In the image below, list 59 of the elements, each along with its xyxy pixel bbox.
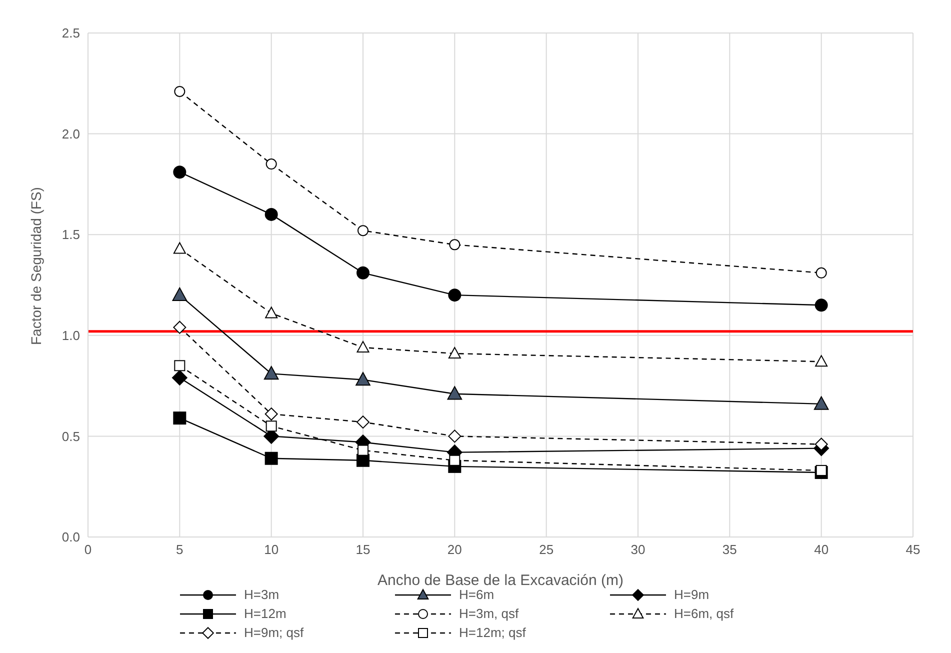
legend-label: H=9m xyxy=(674,587,710,602)
x-tick-label: 0 xyxy=(84,542,92,558)
legend-label: H=3m xyxy=(244,587,280,602)
x-tick-label: 40 xyxy=(814,542,829,558)
point xyxy=(358,225,368,236)
point xyxy=(172,370,188,386)
point xyxy=(815,355,828,367)
point xyxy=(264,366,279,380)
legend-label: H=12m; qsf xyxy=(459,625,526,640)
point xyxy=(173,412,186,425)
legend-label: H=12m xyxy=(244,606,286,621)
point xyxy=(814,438,828,451)
x-axis-title: Ancho de Base de la Excavación (m) xyxy=(378,572,624,589)
point xyxy=(266,158,277,170)
x-tick-label: 30 xyxy=(630,542,646,558)
x-tick-label: 35 xyxy=(722,542,737,558)
point xyxy=(448,288,462,302)
x-tick-label: 15 xyxy=(356,542,370,558)
legend-label: H=3m, qsf xyxy=(459,606,519,621)
y-tick-label: 2.5 xyxy=(62,26,80,41)
point xyxy=(264,208,278,221)
point xyxy=(174,360,186,372)
y-tick-label: 0.0 xyxy=(62,530,80,545)
point xyxy=(356,266,370,280)
point xyxy=(816,464,827,476)
y-tick-label: 2.0 xyxy=(62,126,80,142)
x-tick-label: 20 xyxy=(447,542,462,558)
point xyxy=(174,86,186,97)
point xyxy=(449,239,460,250)
x-tick-label: 10 xyxy=(264,542,279,558)
point xyxy=(814,298,828,312)
point xyxy=(173,242,186,254)
point xyxy=(814,396,829,410)
x-tick-label: 25 xyxy=(539,542,554,558)
y-axis-title: Factor de Seguridad (FS) xyxy=(28,187,44,345)
x-tick-label: 45 xyxy=(906,542,920,558)
point xyxy=(449,454,460,466)
point xyxy=(356,372,370,386)
point xyxy=(173,166,186,179)
legend-label: H=6m xyxy=(459,587,494,602)
point xyxy=(358,444,368,456)
point xyxy=(356,416,370,429)
point xyxy=(264,408,278,421)
point xyxy=(172,287,188,301)
y-tick-label: 1.5 xyxy=(62,227,80,242)
x-tick-label: 5 xyxy=(176,542,184,558)
point xyxy=(816,267,827,278)
point xyxy=(448,347,461,359)
y-tick-label: 0.5 xyxy=(62,428,80,444)
point xyxy=(264,452,278,465)
y-tick-label: 1.0 xyxy=(62,328,80,344)
point xyxy=(447,386,462,400)
point xyxy=(448,430,462,443)
point xyxy=(356,340,370,352)
point xyxy=(266,420,277,432)
legend-label: H=9m; qsf xyxy=(244,625,304,640)
legend-label: H=6m, qsf xyxy=(674,606,734,621)
point xyxy=(265,306,278,318)
point xyxy=(173,320,186,334)
